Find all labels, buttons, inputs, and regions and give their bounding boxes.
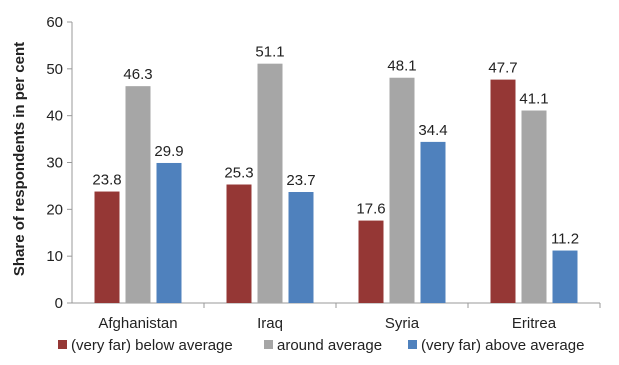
bar-syria-series-3 bbox=[420, 141, 446, 303]
data-label: 51.1 bbox=[255, 44, 284, 61]
y-tick-label: 0 bbox=[55, 295, 63, 312]
legend-label: (very far) below average bbox=[71, 337, 233, 354]
y-tick-label: 30 bbox=[46, 155, 63, 172]
bar-eritrea-series-3 bbox=[552, 250, 578, 303]
x-tick-label: Afghanistan bbox=[98, 315, 177, 332]
data-label: 25.3 bbox=[224, 165, 253, 182]
bar-syria-series-1 bbox=[358, 220, 384, 303]
legend-swatch bbox=[58, 340, 67, 349]
data-label: 23.7 bbox=[286, 172, 315, 189]
y-tick-label: 60 bbox=[46, 14, 63, 31]
bars bbox=[94, 63, 578, 304]
data-label: 29.9 bbox=[154, 143, 183, 160]
bar-iraq-series-3 bbox=[288, 192, 314, 303]
x-axis-ticks: Afghanistan Iraq Syria Eritrea bbox=[98, 303, 601, 332]
legend-swatch bbox=[408, 340, 417, 349]
bar-eritrea-series-1 bbox=[490, 79, 516, 303]
bar-iraq-series-2 bbox=[257, 63, 283, 303]
legend-swatch bbox=[264, 340, 273, 349]
data-label: 48.1 bbox=[387, 58, 416, 75]
x-tick-label: Eritrea bbox=[512, 315, 557, 332]
bar-afghanistan-series-1 bbox=[94, 191, 120, 303]
data-label: 34.4 bbox=[418, 122, 447, 139]
data-label: 41.1 bbox=[519, 91, 548, 108]
data-label: 11.2 bbox=[551, 231, 579, 248]
bar-syria-series-2 bbox=[389, 77, 415, 304]
bar-iraq-series-1 bbox=[226, 184, 252, 303]
y-tick-label: 50 bbox=[46, 61, 63, 78]
y-tick-label: 20 bbox=[46, 201, 63, 218]
bar-afghanistan-series-3 bbox=[156, 162, 182, 303]
data-label: 17.6 bbox=[356, 201, 385, 218]
x-tick-label: Syria bbox=[385, 315, 420, 332]
data-label: 23.8 bbox=[92, 172, 121, 189]
bar-afghanistan-series-2 bbox=[125, 86, 151, 303]
y-tick-label: 40 bbox=[46, 108, 63, 125]
data-labels: 23.8 46.3 29.9 25.3 51.1 23.7 17.6 48.1 34.4 47.7… bbox=[92, 44, 579, 248]
x-tick-label: Iraq bbox=[257, 315, 283, 332]
legend-label: (very far) above average bbox=[421, 337, 584, 354]
legend-label: around average bbox=[277, 337, 382, 354]
y-axis-label: Share of respondents in per cent bbox=[11, 42, 28, 276]
bar-eritrea-series-2 bbox=[521, 110, 547, 303]
legend: (very far) below average around average (v… bbox=[58, 337, 584, 354]
y-axis-ticks: 0 10 20 30 40 50 60 bbox=[46, 14, 72, 312]
y-tick-label: 10 bbox=[46, 248, 63, 265]
data-label: 47.7 bbox=[488, 60, 517, 77]
data-label: 46.3 bbox=[123, 66, 152, 83]
